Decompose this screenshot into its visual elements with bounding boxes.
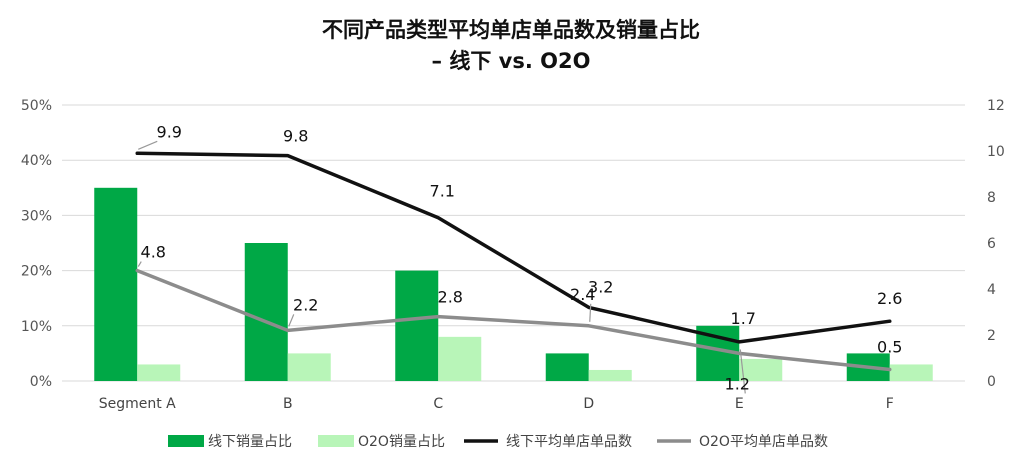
leader-line — [138, 140, 158, 150]
data-label: 0.5 — [877, 338, 902, 357]
bar-o2o — [287, 353, 331, 381]
category-label: C — [433, 396, 443, 412]
data-label: 4.8 — [141, 243, 166, 262]
left-axis-tick-label: 10% — [21, 319, 52, 335]
data-labels: 9.9 9.8 7.1 3.2 1.7 2.6 4.8 2.2 2.8 2.4 1.2 0.5 — [137, 122, 902, 394]
category-label: B — [283, 396, 293, 412]
bar-o2o — [588, 369, 632, 381]
legend-label: 线下平均单店单品数 — [506, 434, 632, 450]
bar-o2o — [739, 358, 783, 381]
left-axis-tick-label: 40% — [21, 153, 52, 169]
bar-offline — [395, 270, 439, 381]
category-labels: Segment A B C D E F — [99, 396, 894, 412]
category-label: F — [886, 396, 894, 412]
bar-offline — [94, 187, 138, 381]
bars-layer — [94, 187, 933, 381]
left-axis-tick-label: 20% — [21, 264, 52, 280]
right-axis-tick-label: 8 — [987, 190, 996, 206]
data-label: 2.6 — [877, 289, 902, 308]
legend-label: O2O销量占比 — [358, 434, 445, 450]
legend-swatch — [168, 435, 204, 447]
data-label: 2.8 — [438, 288, 463, 307]
bar-o2o — [889, 364, 933, 381]
legend-label: O2O平均单店单品数 — [699, 434, 828, 450]
category-label: E — [735, 396, 744, 412]
bar-o2o — [438, 336, 482, 381]
right-axis-tick-label: 6 — [987, 236, 996, 252]
right-axis-tick-label: 12 — [987, 98, 1005, 114]
right-axis: 0 2 4 6 8 10 12 — [987, 98, 1005, 390]
line-offline — [135, 151, 892, 344]
data-label: 2.4 — [570, 285, 595, 304]
line-o2o — [135, 268, 892, 372]
left-axis: 0% 10% 20% 30% 40% 50% — [21, 98, 52, 390]
leader-line — [589, 303, 592, 322]
leader-line — [288, 314, 295, 327]
data-label: 2.2 — [293, 295, 318, 314]
lines-layer — [135, 151, 892, 372]
data-label: 9.9 — [157, 122, 182, 141]
right-axis-tick-label: 0 — [987, 374, 996, 390]
bar-o2o — [137, 364, 181, 381]
bar-offline — [244, 243, 288, 381]
left-axis-tick-label: 50% — [21, 98, 52, 114]
category-label: Segment A — [99, 396, 176, 412]
data-label: 3.2 — [588, 277, 613, 296]
right-axis-tick-label: 4 — [987, 282, 996, 298]
data-label: 1.2 — [725, 374, 750, 393]
right-axis-tick-label: 2 — [987, 328, 996, 344]
right-axis-tick-label: 10 — [987, 144, 1005, 160]
data-label: 9.8 — [283, 127, 308, 146]
chart-title-line1: 不同产品类型平均单店单品数及销量占比 — [322, 18, 700, 42]
left-axis-tick-label: 30% — [21, 208, 52, 224]
chart-title-line2: – 线下 vs. O2O — [432, 49, 591, 73]
data-label: 1.7 — [731, 309, 756, 328]
data-label: 7.1 — [430, 182, 455, 201]
legend-swatch — [318, 435, 354, 447]
legend-label: 线下销量占比 — [208, 434, 292, 450]
grid-layer — [62, 104, 965, 382]
legend: 线下销量占比 O2O销量占比 线下平均单店单品数 O2O平均单店单品数 — [168, 434, 828, 450]
bar-offline — [545, 353, 589, 381]
leader-line — [739, 349, 746, 394]
category-label: D — [583, 396, 594, 412]
leader-line — [137, 261, 142, 267]
left-axis-tick-label: 0% — [30, 374, 52, 390]
